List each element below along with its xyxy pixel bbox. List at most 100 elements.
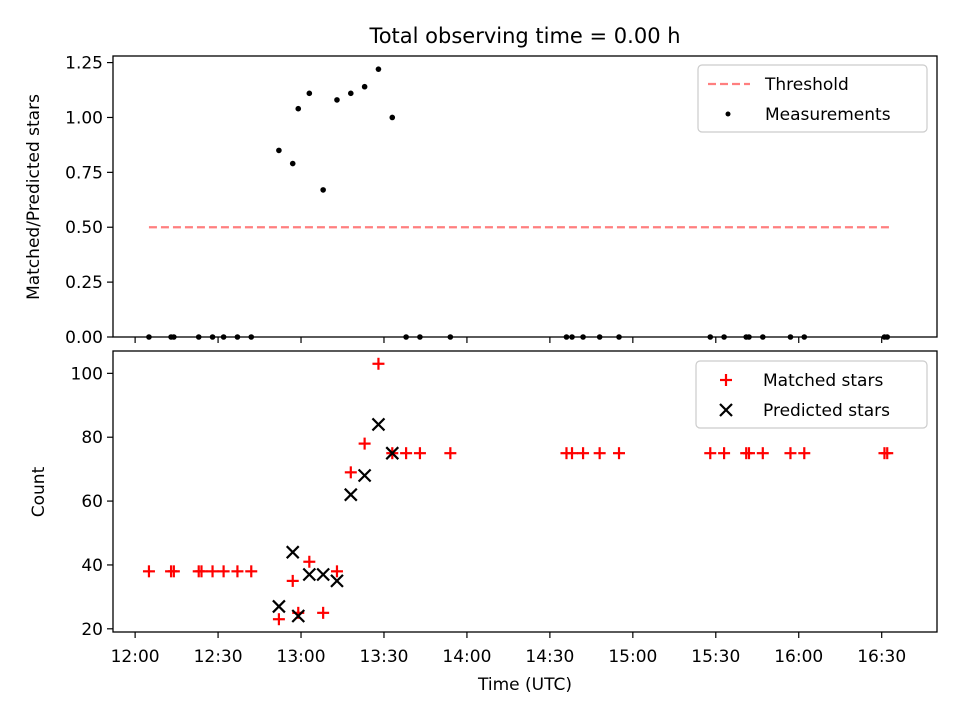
predicted-star-point [272, 599, 286, 614]
predicted-star-point [385, 446, 400, 460]
count-x-tick-label: 16:30 [857, 647, 906, 667]
predicted-legend-label: Predicted stars [763, 401, 890, 421]
matched-star-point [566, 447, 579, 460]
matched-star-point [718, 447, 731, 460]
count-panel-frame [112, 350, 938, 633]
matched-star-point [344, 466, 357, 479]
ratio-y-tick-label: 1.00 [65, 108, 103, 128]
measurement-point [580, 334, 586, 340]
count-x-tick-label: 14:00 [442, 647, 491, 667]
count-x-tick-label: 13:30 [359, 647, 408, 667]
measurement-point [334, 97, 340, 103]
count-y-tick-label: 100 [71, 364, 103, 384]
matched-star-point [286, 574, 299, 587]
measurement-point [347, 90, 354, 97]
measurement-point [707, 334, 714, 340]
measurement-point [746, 334, 752, 340]
matched-star-point [272, 613, 285, 626]
measurement-point [403, 334, 409, 340]
count-x-tick-label: 15:00 [608, 647, 657, 667]
matched-star-point [167, 565, 180, 578]
predicted-star-point [316, 567, 330, 582]
ratio-x-ticks [134, 337, 883, 343]
count-plot-marks [142, 357, 894, 626]
matched-star-point [303, 555, 316, 568]
ratio-y-axis-label: Matched/Predicted stars [24, 94, 44, 300]
matched-star-point [195, 565, 208, 578]
measurement-point [616, 334, 622, 340]
measurement-point [563, 334, 570, 340]
count-x-ticks: 12:00 12:30 13:00 13:30 14:00 14:30 15:00 15:30… [111, 632, 906, 667]
ratio-y-tick-label: 1.25 [65, 54, 103, 74]
predicted-star-point [371, 417, 386, 432]
count-y-tick-label: 20 [81, 620, 103, 640]
predicted-legend-swatch [719, 403, 733, 417]
measurement-point [195, 334, 202, 340]
predicted-star-point [285, 545, 300, 559]
matched-star-point [330, 565, 343, 578]
threshold-legend-label: Threshold [764, 75, 849, 95]
ratio-y-tick-label: 0.25 [65, 273, 103, 293]
measurement-point [234, 334, 241, 340]
measurement-point [417, 334, 423, 340]
count-x-tick-label: 15:30 [691, 647, 740, 667]
ratio-y-ticks: 0.00 0.25 0.50 0.75 1.00 1.25 [65, 54, 113, 348]
matched-star-point [217, 565, 230, 578]
matched-star-point [798, 447, 811, 460]
ratio-y-tick-label: 0.00 [65, 328, 103, 348]
measurements-legend-swatch [725, 111, 731, 117]
matched-star-point [881, 447, 894, 460]
matched-star-point [742, 447, 755, 460]
matched-star-point [400, 447, 413, 460]
matched-star-point [142, 565, 155, 578]
measurement-point [209, 334, 216, 340]
ratio-y-tick-label: 0.50 [65, 218, 103, 238]
count-y-axis-label: Count [29, 466, 49, 517]
measurement-point [721, 334, 727, 340]
predicted-star-point [291, 609, 306, 623]
measurement-point [171, 334, 177, 340]
measurement-point [759, 334, 766, 340]
measurement-point [787, 334, 794, 340]
measurement-point [447, 334, 454, 340]
ratio-panel-frame [112, 55, 938, 338]
ratio-legend: Threshold Measurements [697, 64, 928, 133]
matched-star-point [317, 606, 330, 619]
matched-star-point [444, 447, 457, 460]
count-y-tick-label: 80 [81, 428, 103, 448]
count-legend-box [695, 360, 928, 429]
matched-star-point [206, 565, 219, 578]
predicted-star-point [330, 574, 344, 588]
predicted-star-point [357, 468, 372, 483]
matched-star-point [756, 447, 769, 460]
count-y-ticks: 20 40 60 80 100 [71, 364, 113, 640]
measurement-point [248, 334, 255, 340]
count-legend: Matched stars Predicted stars [695, 360, 928, 429]
predicted-star-point [344, 487, 358, 502]
ratio-legend-box [697, 64, 928, 133]
matched-star-point [577, 447, 590, 460]
count-panel: 20 40 60 80 100 12:00 12:30 13:00 13:30 14:00 14:… [29, 350, 938, 695]
measurement-point [220, 334, 227, 340]
measurements-legend-label: Measurements [765, 105, 891, 125]
matched-star-point [784, 447, 797, 460]
matched-star-point [358, 437, 371, 450]
measurement-point [320, 187, 326, 193]
ratio-panel: 0.00 0.25 0.50 0.75 1.00 1.25 Matched/Predict… [24, 54, 938, 348]
count-x-tick-label: 12:30 [194, 647, 243, 667]
measurement-point [596, 334, 603, 340]
measurement-point [295, 105, 302, 112]
count-x-axis-label: Time (UTC) [477, 675, 572, 695]
count-x-tick-label: 16:00 [774, 647, 823, 667]
measurement-point [276, 147, 282, 154]
count-x-tick-label: 12:00 [111, 647, 160, 667]
ratio-y-tick-label: 0.75 [65, 163, 103, 183]
matched-star-point [704, 447, 717, 460]
predicted-star-point [302, 567, 317, 582]
measurement-point [569, 334, 575, 340]
measurement-point [289, 160, 296, 167]
count-y-tick-label: 60 [81, 492, 103, 512]
matched-star-point [245, 565, 258, 578]
measurement-point [306, 90, 313, 97]
